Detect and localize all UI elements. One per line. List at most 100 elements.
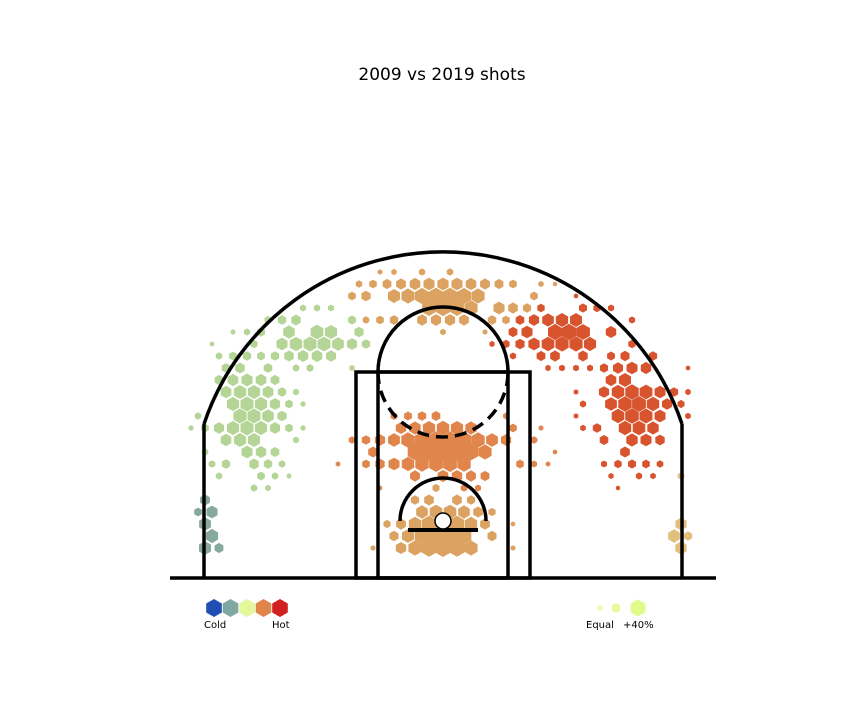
hex-bin-231	[346, 338, 358, 350]
hex-bin-239	[569, 336, 583, 352]
hex-bin-305	[409, 277, 421, 291]
hex-bin-28	[464, 516, 478, 532]
hex-bin-224	[209, 341, 215, 347]
hex-bin-54	[271, 472, 279, 480]
hex-bin-174	[247, 385, 261, 399]
inner-lane	[376, 370, 510, 580]
legend-cold-label: Cold	[204, 620, 226, 631]
hex-bin-30	[510, 521, 516, 527]
hex-bin-85	[642, 459, 650, 469]
hex-bin-163	[285, 399, 293, 409]
hex-bin-317	[418, 268, 426, 276]
hex-bin-136	[509, 423, 517, 433]
hex-bin-118	[626, 433, 638, 447]
hex-bin-184	[669, 387, 679, 397]
hex-bin-157	[654, 409, 666, 423]
hex-bin-314	[552, 281, 558, 287]
hex-bin-131	[409, 421, 421, 435]
hex-bin-151	[431, 411, 441, 421]
hex-bin-18	[487, 530, 497, 542]
hex-bin-237	[541, 336, 555, 352]
hex-bin-145	[247, 408, 261, 424]
hex-bin-258	[277, 315, 287, 325]
hex-bin-65	[208, 460, 216, 468]
hex-bin-147	[277, 410, 287, 422]
hex-bin-123	[213, 422, 225, 434]
hex-bin-294	[415, 287, 429, 305]
hex-bin-252	[521, 325, 533, 339]
hex-bin-166	[605, 397, 617, 411]
hex-bin-233	[489, 340, 495, 348]
hex-bin-86	[656, 460, 664, 468]
hex-bin-250	[482, 329, 488, 335]
hex-bin-4	[408, 540, 422, 556]
hex-bin-260	[348, 315, 356, 325]
legend-plus40-label: +40%	[623, 620, 654, 631]
hex-bin-96	[463, 443, 479, 461]
hex-bin-117	[599, 435, 609, 445]
hex-bin-116	[530, 436, 538, 444]
hex-bin-46	[265, 484, 271, 492]
hex-bin-168	[632, 396, 646, 412]
hex-bin-141	[632, 420, 646, 436]
legend-size-scale	[597, 599, 646, 617]
hex-bin-199	[545, 364, 551, 372]
hex-bin-303	[382, 278, 392, 290]
legend-color-hot	[272, 599, 288, 617]
hex-bin-205	[626, 361, 638, 375]
hex-bin-167	[618, 396, 632, 412]
hex-bin-310	[480, 278, 490, 290]
hex-bin-88	[241, 445, 253, 459]
hex-bin-247	[324, 325, 338, 339]
hex-bin-57	[437, 469, 449, 483]
hex-bin-211	[257, 351, 265, 361]
free-throw-circle-top	[376, 305, 510, 373]
hex-bin-154	[611, 408, 625, 424]
hex-bin-201	[573, 364, 579, 372]
hex-bin-132	[422, 421, 436, 435]
hex-bin-101	[234, 433, 246, 447]
hex-bin-156	[639, 408, 653, 424]
hex-bin-32	[194, 507, 202, 517]
hex-bin-256	[605, 326, 617, 338]
hex-bin-298	[471, 288, 485, 304]
hex-bin-229	[317, 336, 331, 352]
hex-bin-103	[293, 436, 299, 444]
hex-bin-161	[254, 396, 268, 412]
hex-bin-133	[436, 420, 450, 436]
hex-bin-266	[444, 314, 456, 326]
hex-bin-158	[685, 412, 691, 420]
hex-bin-177	[293, 388, 299, 396]
hex-bin-208	[215, 352, 223, 360]
hex-bin-159	[226, 396, 240, 412]
hex-bin-128	[285, 423, 293, 433]
hex-bin-104	[348, 436, 356, 444]
hex-bin-203	[599, 363, 609, 373]
hex-bin-243	[243, 328, 251, 336]
hex-bin-245	[283, 325, 295, 339]
hex-bin-19	[668, 529, 680, 543]
hex-bin-155	[625, 408, 639, 424]
hex-bin-44	[466, 495, 476, 505]
hex-bin-138	[580, 424, 586, 432]
hex-bin-74	[401, 456, 415, 472]
hex-bin-179	[598, 386, 610, 398]
hex-bin-73	[388, 457, 400, 471]
hex-bin-262	[376, 315, 384, 325]
hex-bin-214	[297, 350, 309, 362]
hex-bin-264	[417, 314, 427, 326]
hex-bin-188	[241, 373, 253, 387]
hex-bin-273	[555, 313, 569, 327]
hex-bin-78	[457, 456, 471, 472]
hex-bin-172	[220, 385, 232, 399]
legend-hot-label: Hot	[272, 620, 290, 631]
hex-bin-315	[377, 269, 383, 275]
hex-bin-173	[233, 385, 247, 399]
hex-bin-150	[417, 411, 427, 421]
hex-bin-206	[640, 361, 652, 375]
restricted-area-arc	[398, 476, 488, 522]
hex-bin-113	[471, 432, 485, 448]
hex-bin-29	[480, 518, 490, 530]
hex-bin-1	[214, 542, 224, 554]
